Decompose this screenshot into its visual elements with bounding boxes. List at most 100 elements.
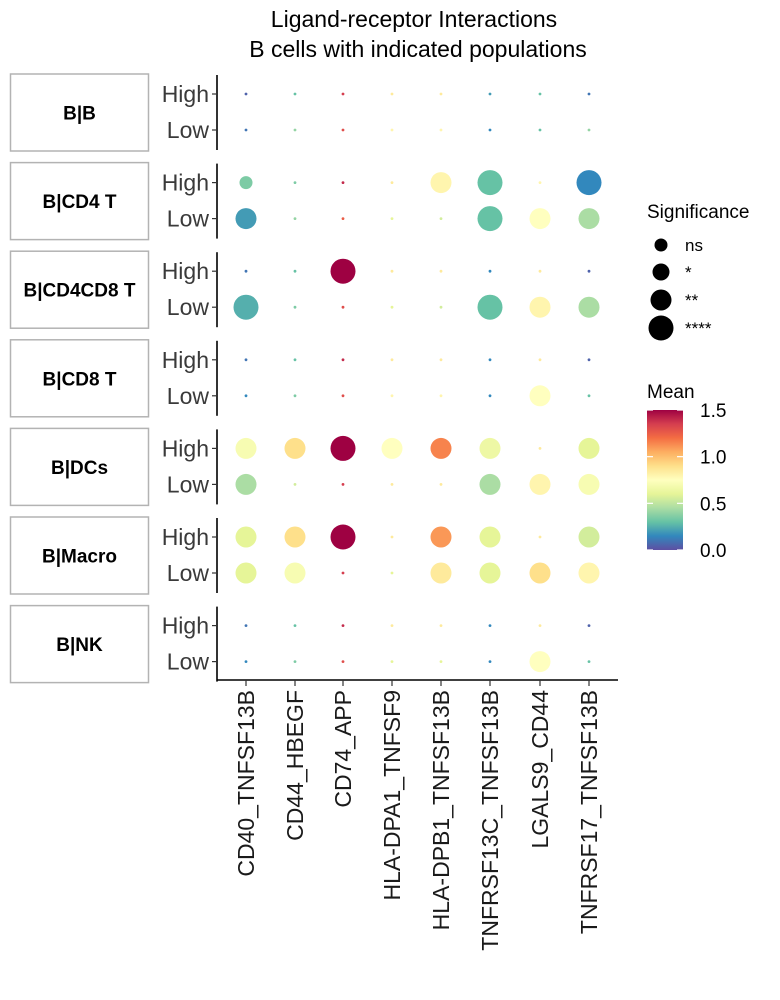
y-tick-label-high: High xyxy=(162,170,209,196)
chart-title-line2: B cells with indicated populations xyxy=(249,36,587,62)
dot-b-dcs-low-lgals9-cd44 xyxy=(529,473,551,495)
facet-strip-b-cd4-t xyxy=(9,161,150,241)
dot-b-cd4-t-high-tnfrsf17-tnfsf13b xyxy=(576,170,602,196)
dot-b-cd8-t-low-tnfrsf17-tnfsf13b xyxy=(587,394,591,398)
colorbar-tick-label: 1.5 xyxy=(700,401,726,422)
significance-legend-title: Significance xyxy=(647,202,749,223)
dot-b-cd8-t-low-hla-dpb1-tnfsf13b xyxy=(439,394,443,398)
dot-b-cd8-t-high-lgals9-cd44 xyxy=(538,358,542,362)
facet-strip-b-dcs xyxy=(9,427,150,507)
dot-b-macro-low-cd74-app xyxy=(341,571,345,575)
dot-b-cd8-t-low-cd44-hbegf xyxy=(293,394,297,398)
dot-b-nk-low-cd40-tnfsf13b xyxy=(244,660,248,663)
dot-b-b-low-cd44-hbegf xyxy=(293,128,297,132)
dot-b-nk-low-tnfrsf17-tnfsf13b xyxy=(587,660,591,663)
x-tick-label-cd44-hbegf: CD44_HBEGF xyxy=(282,690,308,841)
x-tick-label-tnfrsf17-tnfsf13b: TNFRSF17_TNFSF13B xyxy=(576,690,602,934)
dot-b-cd4cd8-t-high-cd44-hbegf xyxy=(293,269,297,273)
dot-b-macro-high-cd44-hbegf xyxy=(284,526,306,548)
chart-title-line1: Ligand-receptor Interactions xyxy=(271,6,557,32)
dot-b-b-low-cd74-app xyxy=(341,128,345,132)
facet-strip-b-macro xyxy=(9,516,150,595)
dot-b-nk-low-hla-dpb1-tnfsf13b xyxy=(439,660,443,663)
dot-b-cd4cd8-t-low-cd44-hbegf xyxy=(293,305,297,309)
facet-strip-b-cd8-t xyxy=(9,339,150,418)
dot-b-cd4-t-low-hla-dpa1-tnfsf9 xyxy=(390,217,394,221)
facet-label-b-cd8-t: B|CD8 T xyxy=(43,369,117,390)
dot-b-dcs-high-cd44-hbegf xyxy=(284,437,306,459)
y-tick-label-low: Low xyxy=(167,117,210,143)
dot-b-dcs-low-cd44-hbegf xyxy=(293,483,297,486)
dot-b-macro-low-hla-dpa1-tnfsf9 xyxy=(390,571,394,575)
mean-colorbar-legend: Mean 0.0 0.5 1.0 1.5 xyxy=(647,382,726,562)
dot-b-cd4cd8-t-low-tnfrsf17-tnfsf13b xyxy=(578,296,600,318)
y-tick-label-high: High xyxy=(162,524,209,550)
dot-b-macro-low-hla-dpb1-tnfsf13b xyxy=(430,562,452,584)
dot-b-dcs-low-hla-dpb1-tnfsf13b xyxy=(439,483,443,486)
dot-b-macro-high-cd74-app xyxy=(330,524,356,550)
dot-b-nk-high-tnfrsf17-tnfsf13b xyxy=(587,624,591,627)
dot-b-b-high-tnfrsf13c-tnfsf13b xyxy=(488,92,492,96)
significance-legend-label: * xyxy=(685,263,692,282)
dot-b-nk-low-cd74-app xyxy=(341,660,345,663)
dot-b-macro-high-hla-dpb1-tnfsf13b xyxy=(430,526,452,548)
facet-strip-b-cd4cd8-t xyxy=(9,250,150,329)
dot-b-cd4cd8-t-high-tnfrsf17-tnfsf13b xyxy=(587,269,591,273)
dot-b-b-high-tnfrsf17-tnfsf13b xyxy=(587,92,591,96)
dot-b-nk-high-tnfrsf13c-tnfsf13b xyxy=(488,624,492,627)
facet-panels: B|B High Low B|CD4 T High Low B|CD4CD8 T High Lo… xyxy=(9,73,218,684)
x-tick-label-cd40-tnfsf13b: CD40_TNFSF13B xyxy=(233,690,259,877)
significance-legend-label: **** xyxy=(685,319,712,338)
dot-b-macro-high-tnfrsf13c-tnfsf13b xyxy=(479,526,501,548)
significance-legend-label: ** xyxy=(685,291,699,310)
significance-legend-dot xyxy=(652,263,670,281)
dot-b-cd8-t-low-cd40-tnfsf13b xyxy=(244,394,248,398)
dot-b-cd4-t-high-hla-dpa1-tnfsf9 xyxy=(390,181,394,185)
x-tick-label-hla-dpa1-tnfsf9: HLA-DPA1_TNFSF9 xyxy=(379,690,405,900)
dot-b-cd4-t-high-lgals9-cd44 xyxy=(538,181,542,185)
y-tick-label-low: Low xyxy=(167,383,210,409)
y-tick-label-low: Low xyxy=(167,471,210,497)
dot-b-b-high-hla-dpb1-tnfsf13b xyxy=(439,92,443,96)
x-tick-label-lgals9-cd44: LGALS9_CD44 xyxy=(527,690,553,849)
dot-b-macro-low-cd40-tnfsf13b xyxy=(235,562,257,584)
dot-b-dcs-high-lgals9-cd44 xyxy=(538,447,542,450)
dot-b-macro-low-tnfrsf13c-tnfsf13b xyxy=(479,562,501,584)
dot-b-cd4cd8-t-low-cd40-tnfsf13b xyxy=(233,294,259,320)
dot-b-cd4-t-low-cd44-hbegf xyxy=(293,217,297,221)
dot-b-nk-high-cd40-tnfsf13b xyxy=(244,624,248,627)
dot-b-dcs-high-hla-dpa1-tnfsf9 xyxy=(381,437,403,459)
facet-label-b-macro: B|Macro xyxy=(42,547,117,568)
x-tick-label-cd74-app: CD74_APP xyxy=(330,690,356,808)
dot-b-macro-low-tnfrsf17-tnfsf13b xyxy=(578,562,600,584)
dot-b-cd4cd8-t-low-hla-dpa1-tnfsf9 xyxy=(390,305,394,309)
dot-b-cd8-t-high-cd74-app xyxy=(341,358,345,362)
dot-b-dcs-low-tnfrsf17-tnfsf13b xyxy=(578,473,600,495)
dot-b-cd8-t-high-cd40-tnfsf13b xyxy=(244,358,248,362)
mean-colorbar xyxy=(647,410,683,550)
dot-b-b-low-hla-dpa1-tnfsf9 xyxy=(390,128,394,132)
y-tick-label-high: High xyxy=(162,435,209,461)
facet-strip-b-nk xyxy=(9,604,150,684)
dot-b-cd4-t-low-lgals9-cd44 xyxy=(529,208,551,230)
y-tick-label-low: Low xyxy=(167,206,210,232)
dot-b-nk-high-cd44-hbegf xyxy=(293,624,297,627)
dot-b-nk-low-cd44-hbegf xyxy=(293,660,297,663)
dot-b-dcs-high-cd74-app xyxy=(330,435,356,461)
dot-b-cd4-t-low-hla-dpb1-tnfsf13b xyxy=(439,217,443,221)
dot-b-cd8-t-high-tnfrsf17-tnfsf13b xyxy=(587,358,591,362)
dot-b-dcs-high-hla-dpb1-tnfsf13b xyxy=(430,437,452,459)
dot-b-cd8-t-low-tnfrsf13c-tnfsf13b xyxy=(488,394,492,398)
dot-b-dcs-high-tnfrsf13c-tnfsf13b xyxy=(479,437,501,459)
dot-b-cd4cd8-t-high-tnfrsf13c-tnfsf13b xyxy=(488,269,492,273)
dot-b-cd4-t-high-tnfrsf13c-tnfsf13b xyxy=(477,170,503,196)
dot-b-cd4-t-low-cd40-tnfsf13b xyxy=(235,208,257,230)
significance-legend: Significance ns******* xyxy=(647,202,749,341)
y-tick-label-high: High xyxy=(162,613,209,639)
dot-b-dcs-high-tnfrsf17-tnfsf13b xyxy=(578,437,600,459)
dot-b-b-high-hla-dpa1-tnfsf9 xyxy=(390,92,394,96)
significance-legend-label: ns xyxy=(685,236,703,255)
dot-b-cd8-t-high-hla-dpb1-tnfsf13b xyxy=(439,358,443,362)
dot-b-cd4-t-high-cd40-tnfsf13b xyxy=(239,176,253,190)
